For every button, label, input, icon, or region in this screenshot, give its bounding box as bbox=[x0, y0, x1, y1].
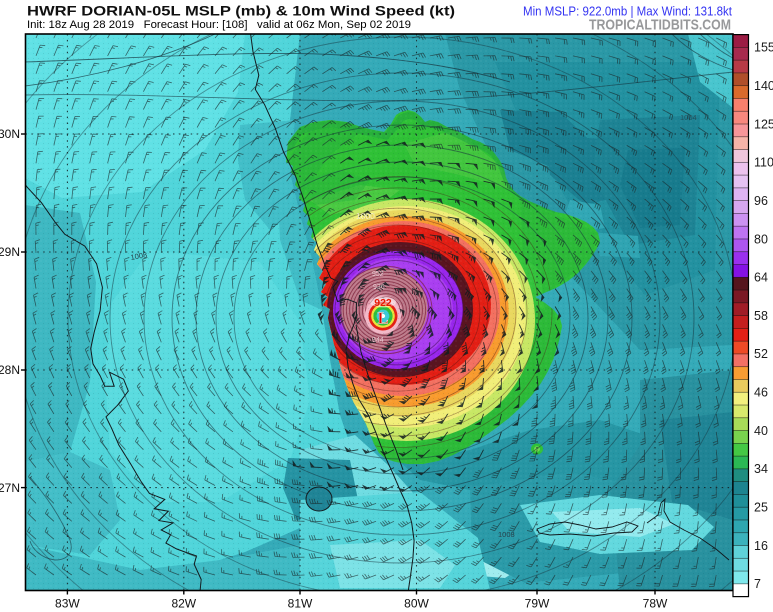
svg-text:82W: 82W bbox=[171, 597, 196, 611]
svg-text:52: 52 bbox=[754, 347, 768, 361]
svg-text:40: 40 bbox=[754, 424, 768, 438]
svg-text:Init: 18z Aug 28 2019 Foreca: Init: 18z Aug 28 2019 Forecast Hour: [10… bbox=[27, 19, 411, 31]
svg-text:78W: 78W bbox=[643, 597, 668, 611]
svg-text:HWRF DORIAN-05L MSLP (mb) & 10: HWRF DORIAN-05L MSLP (mb) & 10m Wind Spe… bbox=[27, 3, 455, 19]
svg-text:79W: 79W bbox=[525, 597, 550, 611]
svg-text:80: 80 bbox=[754, 232, 768, 246]
svg-text:7: 7 bbox=[754, 577, 761, 591]
svg-text:110: 110 bbox=[754, 156, 773, 170]
svg-text:46: 46 bbox=[754, 386, 768, 400]
svg-text:81W: 81W bbox=[288, 597, 313, 611]
svg-text:83W: 83W bbox=[55, 597, 80, 611]
svg-text:125: 125 bbox=[754, 117, 773, 131]
svg-text:16: 16 bbox=[754, 539, 768, 553]
svg-text:58: 58 bbox=[754, 309, 768, 323]
svg-text:140: 140 bbox=[754, 79, 773, 93]
svg-text:27N: 27N bbox=[0, 481, 20, 495]
svg-text:29N: 29N bbox=[0, 245, 20, 259]
svg-text:25: 25 bbox=[754, 501, 768, 515]
svg-text:80W: 80W bbox=[404, 597, 429, 611]
svg-text:Min MSLP: 922.0mb | Max Wind:: Min MSLP: 922.0mb | Max Wind: 131.8kt bbox=[523, 4, 732, 19]
svg-text:28N: 28N bbox=[0, 363, 20, 377]
svg-text:TROPICALTIDBITS.COM: TROPICALTIDBITS.COM bbox=[589, 17, 731, 34]
svg-text:30N: 30N bbox=[0, 127, 20, 141]
svg-text:34: 34 bbox=[754, 462, 768, 476]
svg-text:155: 155 bbox=[754, 41, 773, 55]
svg-text:96: 96 bbox=[754, 194, 768, 208]
svg-text:64: 64 bbox=[754, 271, 768, 285]
